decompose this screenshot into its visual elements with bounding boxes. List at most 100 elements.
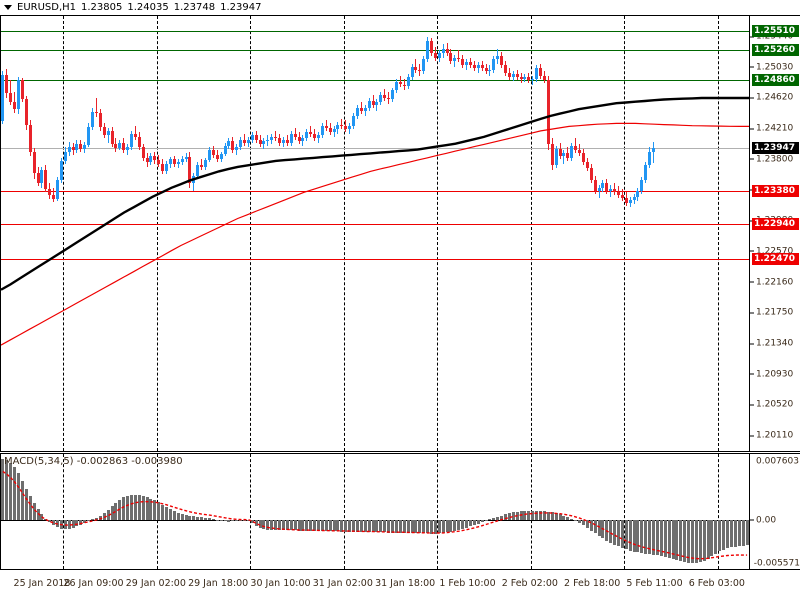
price-tag-green[interactable]: 1.25510 xyxy=(752,25,799,38)
candle-body xyxy=(266,139,270,142)
price-chart-panel[interactable] xyxy=(0,15,750,452)
candle-body xyxy=(242,139,246,143)
candle-wick xyxy=(95,97,97,118)
candle-body xyxy=(418,69,422,72)
macd-histogram-bar xyxy=(465,520,469,528)
triangle-down-icon[interactable] xyxy=(4,5,12,10)
candle-body xyxy=(153,156,157,161)
macd-histogram-bar xyxy=(305,520,309,531)
tick-mark xyxy=(750,404,754,406)
macd-histogram-bar xyxy=(655,520,659,556)
macd-histogram-bar xyxy=(297,520,301,531)
macd-histogram-bar xyxy=(281,520,285,531)
macd-histogram-bar xyxy=(340,520,344,532)
candle-body xyxy=(437,53,441,58)
tick-label: 1.20520 xyxy=(756,399,794,410)
macd-histogram-bar xyxy=(231,520,235,522)
candle-body xyxy=(184,157,188,160)
macd-histogram-bar xyxy=(149,498,153,521)
macd-histogram-bar xyxy=(422,520,426,534)
price-tag-red[interactable]: 1.22940 xyxy=(752,217,799,230)
candle-body xyxy=(387,97,391,100)
candle-body xyxy=(83,145,87,149)
macd-histogram-bar xyxy=(168,509,172,521)
macd-plot-area[interactable] xyxy=(1,454,749,569)
candle-body xyxy=(433,53,437,58)
candle-wick xyxy=(177,159,179,169)
time-axis-label: 29 Jan 18:00 xyxy=(188,578,249,589)
time-axis[interactable]: 25 Jan 2018 26 Jan 09:00 29 Jan 02:00 29 Ja… xyxy=(0,570,800,600)
quote-open: 1.23805 xyxy=(81,2,123,13)
candle-body xyxy=(52,194,56,200)
tick-label: 1.25030 xyxy=(756,62,794,73)
macd-histogram-bar xyxy=(106,509,110,521)
candle-body xyxy=(367,100,371,109)
candle-body xyxy=(570,145,574,158)
macd-histogram-bar xyxy=(274,520,278,530)
macd-histogram-bar xyxy=(161,504,165,521)
macd-histogram-bar xyxy=(9,462,13,521)
price-scale[interactable]: 1.254401.250301.246201.242101.238001.233… xyxy=(750,15,800,452)
candle-body xyxy=(91,112,95,128)
macd-indicator-panel[interactable]: MACD(5,34,5) -0.002863 -0.003980 xyxy=(0,453,750,570)
macd-histogram-bar xyxy=(457,520,461,530)
vertical-gridline xyxy=(437,16,439,451)
price-tag-red[interactable]: 1.23380 xyxy=(752,184,799,197)
macd-histogram-bar xyxy=(406,520,410,534)
macd-histogram-bar xyxy=(36,509,40,521)
macd-histogram-bar xyxy=(698,520,702,563)
candle-body xyxy=(578,150,582,154)
candle-body xyxy=(63,151,67,161)
macd-histogram-bar xyxy=(632,520,636,552)
candle-body xyxy=(597,187,601,191)
candle-body xyxy=(515,74,519,77)
macd-histogram-bar xyxy=(527,510,531,521)
candle-body xyxy=(71,147,75,150)
macd-histogram-bar xyxy=(433,520,437,534)
candle-body xyxy=(406,77,410,86)
candle-body xyxy=(391,90,395,100)
candle-body xyxy=(118,142,122,149)
price-tag-red[interactable]: 1.22470 xyxy=(752,252,799,265)
candle-body xyxy=(344,126,348,130)
macd-histogram-bar xyxy=(239,520,243,522)
macd-histogram-bar xyxy=(262,520,266,530)
macd-histogram-bar xyxy=(157,502,161,521)
candle-body xyxy=(9,93,13,103)
candle-wick xyxy=(310,126,312,137)
macd-histogram-bar xyxy=(648,520,652,555)
macd-scale[interactable]: 0.007603 0.00 -0.005571 xyxy=(750,453,800,570)
vertical-gridline xyxy=(717,16,719,451)
candle-body xyxy=(445,48,449,54)
candle-wick xyxy=(275,130,277,142)
tick-label: 1.20930 xyxy=(756,369,794,380)
price-tag-green[interactable]: 1.24860 xyxy=(752,74,799,86)
macd-histogram-bar xyxy=(402,520,406,533)
macd-histogram-bar xyxy=(484,520,488,522)
price-tick: 1.20110 xyxy=(750,430,800,441)
macd-histogram-bar xyxy=(223,520,227,522)
vertical-gridline xyxy=(530,16,532,451)
candle-body xyxy=(1,74,5,122)
candle-body xyxy=(539,68,543,76)
candle-wick xyxy=(107,127,109,143)
tick-mark xyxy=(750,563,752,564)
macd-histogram-bar xyxy=(320,520,324,532)
tick-label: 1.24210 xyxy=(756,123,794,134)
price-tag-black[interactable]: 1.23947 xyxy=(752,142,799,155)
price-plot-area[interactable] xyxy=(1,16,749,451)
price-tag-green[interactable]: 1.25260 xyxy=(752,44,799,57)
macd-histogram-bar xyxy=(32,502,36,521)
candle-body xyxy=(340,124,344,127)
support-line xyxy=(1,258,749,260)
candle-wick xyxy=(419,63,421,76)
vertical-gridline xyxy=(250,454,252,569)
vertical-gridline xyxy=(63,16,65,451)
candle-body xyxy=(293,133,297,137)
time-axis-label: 2 Feb 02:00 xyxy=(501,578,558,589)
candle-wick xyxy=(458,50,460,63)
macd-histogram-bar xyxy=(718,520,722,552)
candle-body xyxy=(336,124,340,130)
macd-histogram-bar xyxy=(472,520,476,526)
candle-body xyxy=(270,136,274,140)
